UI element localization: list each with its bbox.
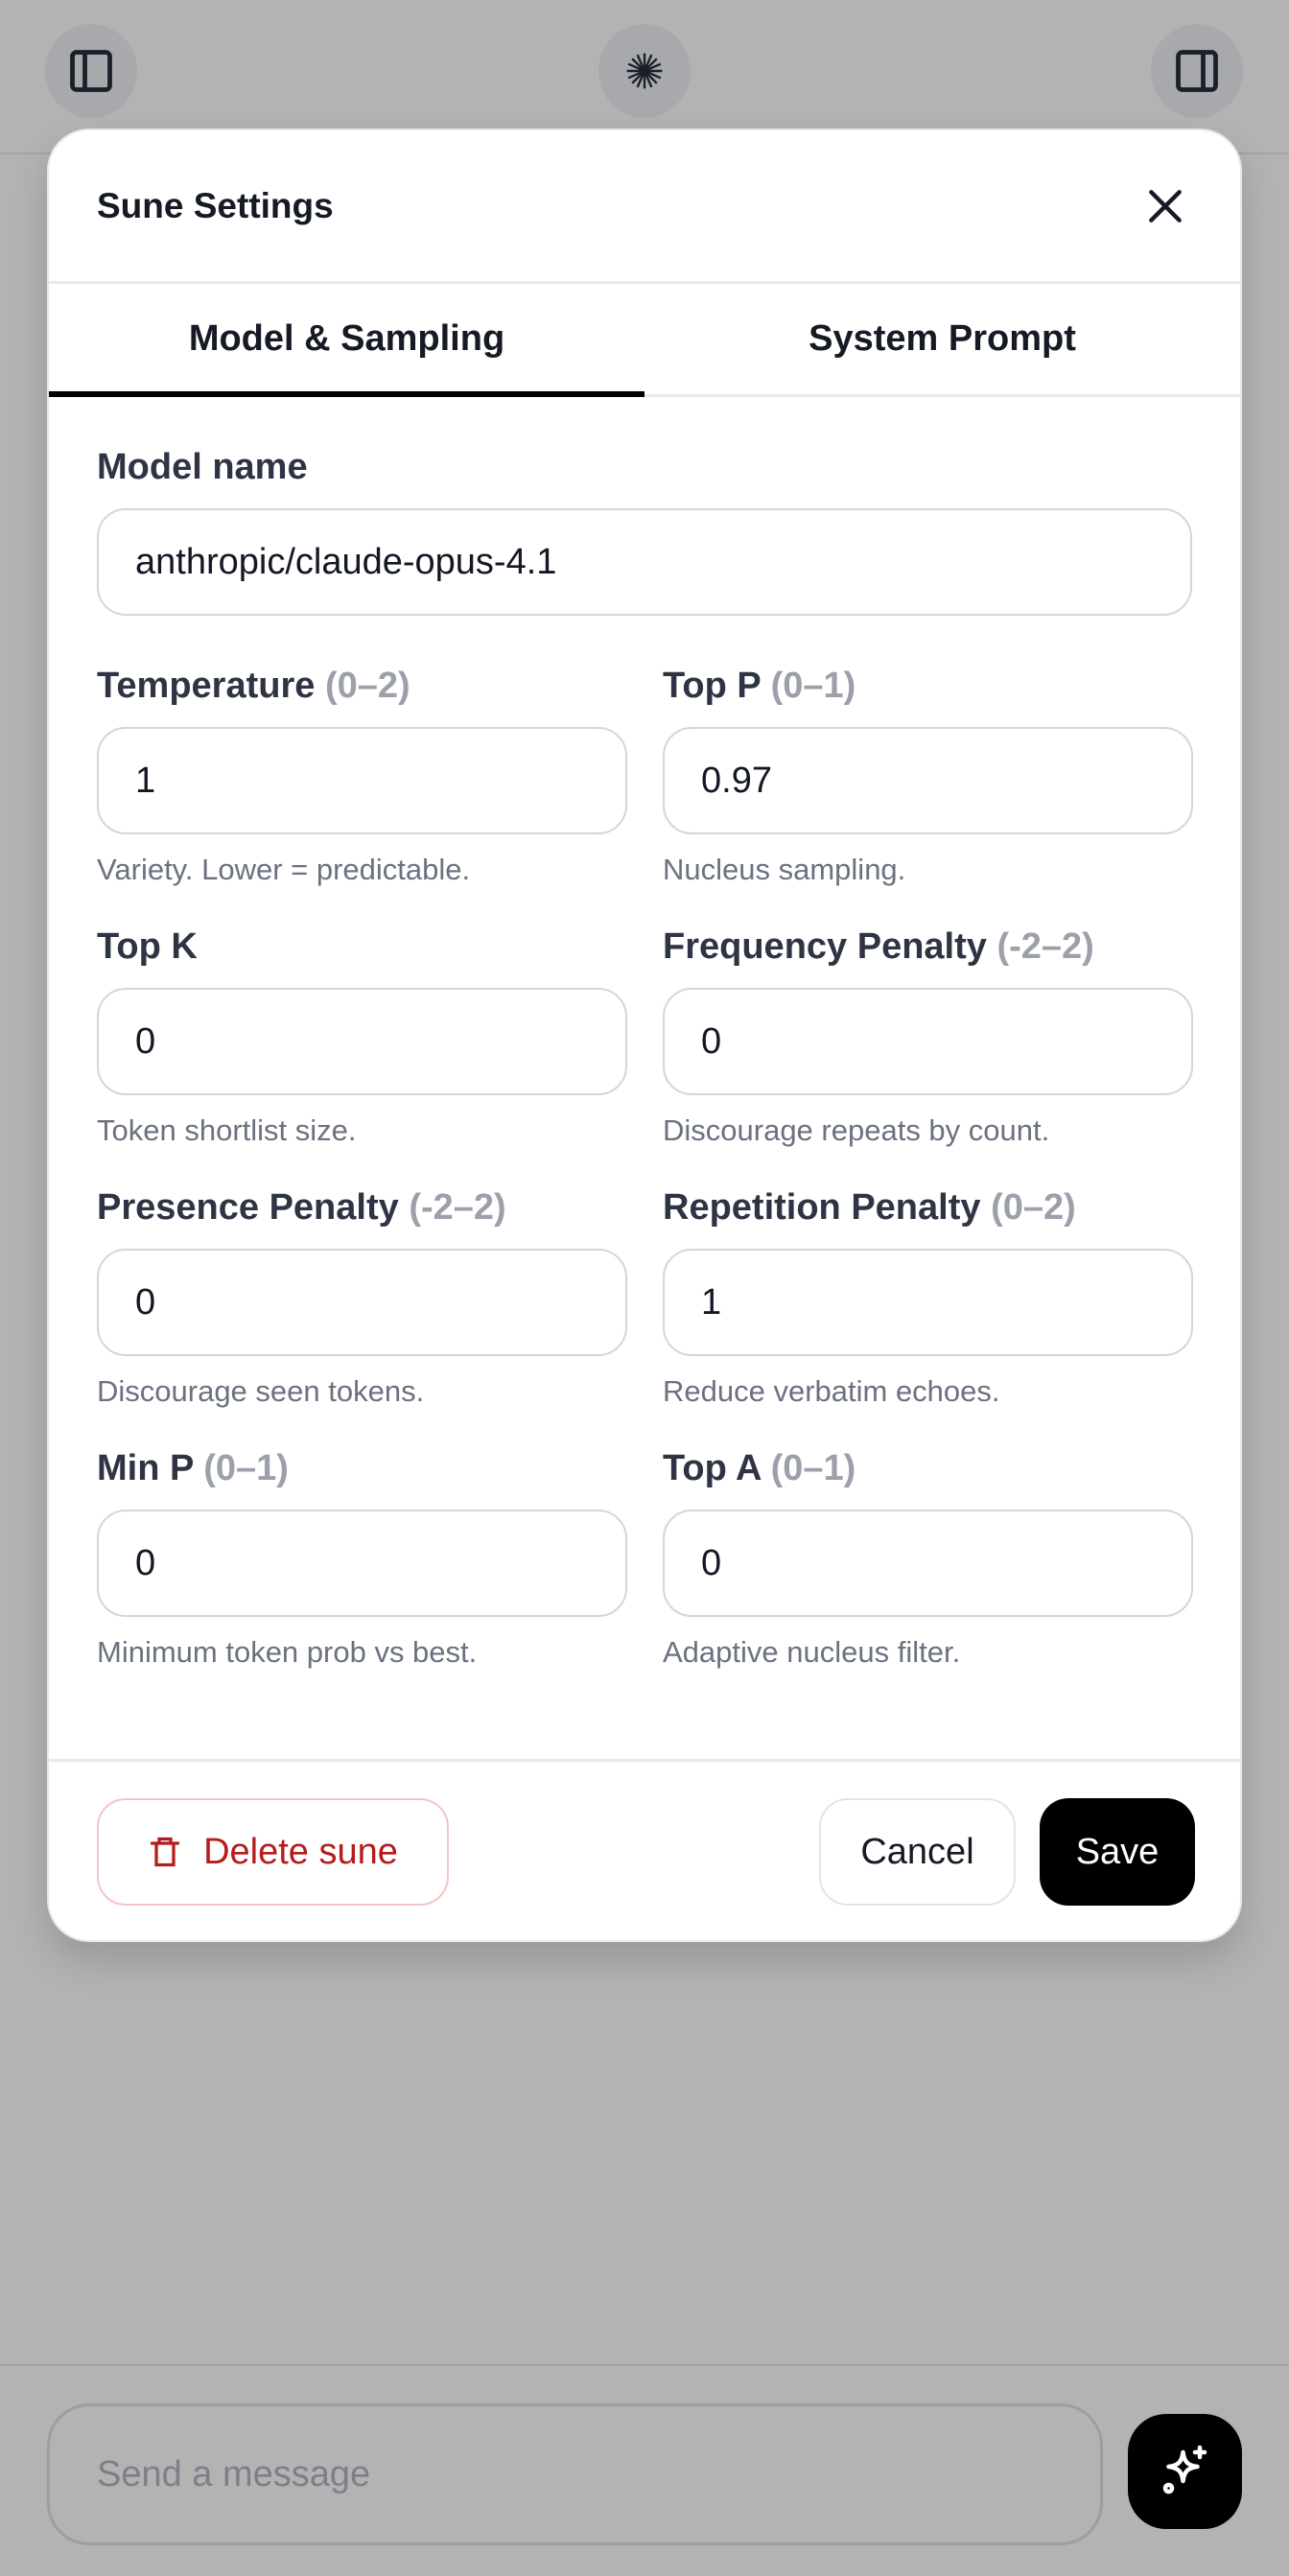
frequency-penalty-help: Discourage repeats by count. bbox=[663, 1113, 1050, 1147]
top-a-label-text: Top A bbox=[663, 1448, 761, 1488]
field-top-a: Top A (0–1) 0 Adaptive nucleus filter. bbox=[663, 1446, 1193, 1671]
sidebar-left-icon bbox=[70, 50, 112, 92]
frequency-penalty-range: (-2–2) bbox=[996, 926, 1094, 967]
modal-title: Sune Settings bbox=[97, 185, 334, 225]
sparkles-icon bbox=[1162, 2445, 1207, 2494]
sidebar-right-icon bbox=[1176, 50, 1218, 92]
trash-icon bbox=[150, 1837, 180, 1867]
top-k-label: Top K bbox=[97, 925, 627, 969]
top-p-range: (0–1) bbox=[770, 666, 856, 706]
min-p-help: Minimum token prob vs best. bbox=[97, 1635, 478, 1669]
top-p-label-text: Top P bbox=[663, 666, 762, 706]
toggle-right-sidebar-button[interactable] bbox=[1151, 24, 1243, 118]
field-top-p: Top P (0–1) 0.97 Nucleus sampling. bbox=[663, 664, 1193, 888]
top-a-label: Top A (0–1) bbox=[663, 1446, 1193, 1490]
modal-header: Sune Settings bbox=[49, 130, 1240, 284]
frequency-penalty-label-text: Frequency Penalty bbox=[663, 926, 987, 967]
repetition-penalty-label-text: Repetition Penalty bbox=[663, 1187, 981, 1228]
repetition-penalty-input[interactable]: 1 bbox=[663, 1249, 1193, 1356]
field-top-k: Top K 0 Token shortlist size. bbox=[97, 925, 627, 1149]
tab-system-prompt[interactable]: System Prompt bbox=[809, 318, 1076, 359]
top-p-input[interactable]: 0.97 bbox=[663, 727, 1193, 834]
close-button[interactable] bbox=[1137, 177, 1194, 235]
repetition-penalty-help: Reduce verbatim echoes. bbox=[663, 1374, 1000, 1408]
presence-penalty-range: (-2–2) bbox=[409, 1187, 506, 1228]
top-k-help: Token shortlist size. bbox=[97, 1113, 357, 1147]
presence-penalty-label: Presence Penalty (-2–2) bbox=[97, 1185, 627, 1229]
model-name-input[interactable]: anthropic/claude-opus-4.1 bbox=[97, 508, 1192, 616]
field-frequency-penalty: Frequency Penalty (-2–2) 0 Discourage re… bbox=[663, 925, 1193, 1149]
field-presence-penalty: Presence Penalty (-2–2) 0 Discourage see… bbox=[97, 1185, 627, 1410]
modal-footer: Delete sune Cancel Save bbox=[49, 1759, 1240, 1944]
presence-penalty-help: Discourage seen tokens. bbox=[97, 1374, 425, 1408]
frequency-penalty-input[interactable]: 0 bbox=[663, 988, 1193, 1095]
min-p-label-text: Min P bbox=[97, 1448, 194, 1488]
field-repetition-penalty: Repetition Penalty (0–2) 1 Reduce verbat… bbox=[663, 1185, 1193, 1410]
starburst-logo-icon bbox=[626, 53, 663, 89]
send-button[interactable] bbox=[1128, 2414, 1242, 2529]
top-k-input[interactable]: 0 bbox=[97, 988, 627, 1095]
model-name-label: Model name bbox=[97, 447, 308, 487]
tab-bar: Model & Sampling System Prompt bbox=[49, 284, 1240, 397]
frequency-penalty-label: Frequency Penalty (-2–2) bbox=[663, 925, 1193, 969]
temperature-label: Temperature (0–2) bbox=[97, 664, 627, 708]
presence-penalty-input[interactable]: 0 bbox=[97, 1249, 627, 1356]
field-temperature: Temperature (0–2) 1 Variety. Lower = pre… bbox=[97, 664, 627, 888]
top-a-input[interactable]: 0 bbox=[663, 1510, 1193, 1617]
composer-divider bbox=[0, 2364, 1289, 2366]
toggle-left-sidebar-button[interactable] bbox=[45, 24, 137, 118]
temperature-help: Variety. Lower = predictable. bbox=[97, 853, 471, 886]
temperature-input[interactable]: 1 bbox=[97, 727, 627, 834]
min-p-range: (0–1) bbox=[203, 1448, 289, 1488]
field-min-p: Min P (0–1) 0 Minimum token prob vs best… bbox=[97, 1446, 627, 1671]
top-a-range: (0–1) bbox=[770, 1448, 856, 1488]
delete-sune-label: Delete sune bbox=[203, 1831, 398, 1872]
min-p-input[interactable]: 0 bbox=[97, 1510, 627, 1617]
temperature-label-text: Temperature bbox=[97, 666, 316, 706]
settings-modal: Sune Settings Model & Sampling System Pr… bbox=[47, 129, 1242, 1942]
min-p-label: Min P (0–1) bbox=[97, 1446, 627, 1490]
top-p-label: Top P (0–1) bbox=[663, 664, 1193, 708]
logo-button[interactable] bbox=[598, 24, 691, 118]
presence-penalty-label-text: Presence Penalty bbox=[97, 1187, 399, 1228]
save-button[interactable]: Save bbox=[1040, 1798, 1195, 1906]
top-p-help: Nucleus sampling. bbox=[663, 853, 906, 886]
top-a-help: Adaptive nucleus filter. bbox=[663, 1635, 961, 1669]
message-input[interactable]: Send a message bbox=[47, 2403, 1103, 2545]
close-icon bbox=[1149, 189, 1182, 222]
delete-sune-button[interactable]: Delete sune bbox=[97, 1798, 449, 1906]
cancel-button[interactable]: Cancel bbox=[819, 1798, 1016, 1906]
repetition-penalty-label: Repetition Penalty (0–2) bbox=[663, 1185, 1193, 1229]
top-k-label-text: Top K bbox=[97, 926, 198, 967]
tab-model-sampling[interactable]: Model & Sampling bbox=[49, 284, 644, 397]
repetition-penalty-range: (0–2) bbox=[991, 1187, 1076, 1228]
temperature-range: (0–2) bbox=[324, 666, 410, 706]
